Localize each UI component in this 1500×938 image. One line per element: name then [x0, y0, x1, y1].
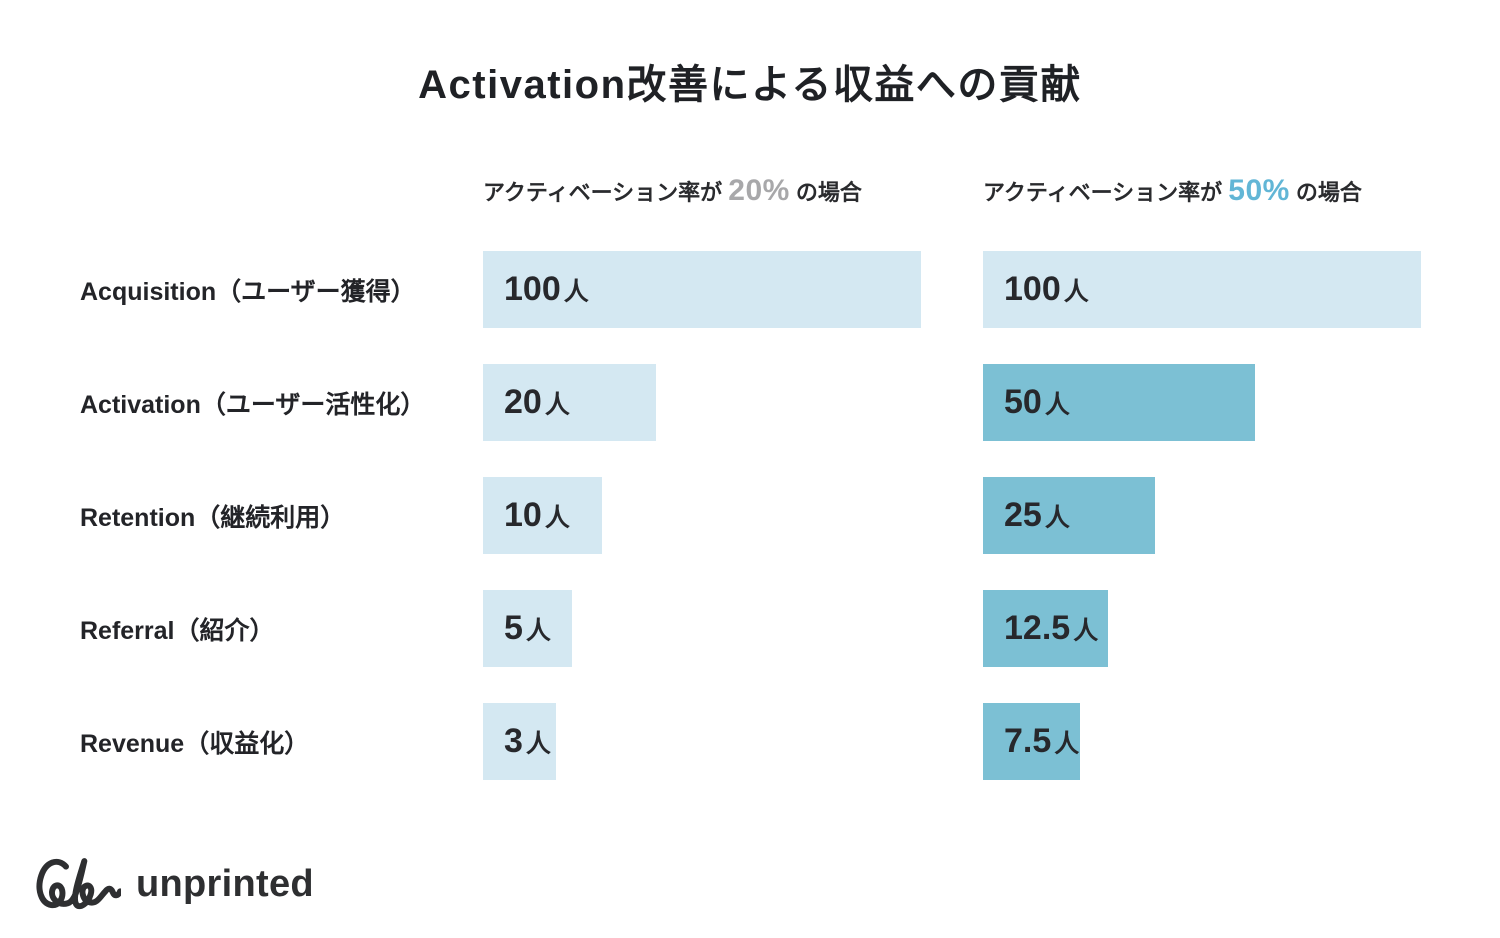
bar-area-50pct: 50 人 [983, 364, 1421, 441]
funnel-bar: 7.5 人 [983, 703, 1080, 780]
funnel-bar: 20 人 [483, 364, 656, 441]
column-header-20pct: アクティベーション率が 20% の場合 [483, 174, 921, 208]
bar-area-20pct: 20 人 [483, 364, 921, 441]
funnel-bar: 12.5 人 [983, 590, 1108, 667]
bar-unit: 人 [1063, 277, 1089, 306]
column-headers: アクティベーション率が 20% の場合 アクティベーション率が 50% の場合 [80, 174, 1421, 208]
page-title: Activation改善による収益への貢献 [418, 63, 1082, 107]
bar-unit: 人 [525, 616, 551, 645]
column-header-50pct: アクティベーション率が 50% の場合 [983, 174, 1421, 208]
bar-area-50pct: 100 人 [983, 251, 1421, 328]
header-50-rate: 50% [1228, 174, 1290, 207]
bar-value: 50 [1004, 383, 1042, 421]
header-20-suffix: の場合 [789, 180, 862, 205]
bar-unit: 人 [544, 503, 570, 532]
bar-area-20pct: 10 人 [483, 477, 921, 554]
logo-wordmark: unprinted [136, 862, 314, 905]
bar-value: 25 [1004, 496, 1042, 534]
bar-unit: 人 [563, 277, 589, 306]
bar-unit: 人 [525, 729, 551, 758]
funnel-row: Referral（紹介） 5 人 12.5 人 [80, 590, 1421, 667]
funnel-row: Revenue（収益化） 3 人 7.5 人 [80, 703, 1421, 780]
bar-value: 7.5 [1004, 722, 1052, 760]
bar-area-20pct: 100 人 [483, 251, 921, 328]
header-20-prefix: アクティベーション率が [483, 180, 729, 205]
funnel-row: Retention（継続利用） 10 人 25 人 [80, 477, 1421, 554]
row-label: Acquisition（ユーザー獲得） [80, 277, 416, 306]
funnel-bar: 10 人 [483, 477, 602, 554]
bar-unit: 人 [1044, 503, 1070, 532]
unprinted-logo: unprinted [33, 852, 314, 916]
bar-value: 12.5 [1004, 609, 1071, 647]
header-50-prefix: アクティベーション率が [983, 180, 1229, 205]
bar-area-50pct: 25 人 [983, 477, 1421, 554]
funnel-row: Acquisition（ユーザー獲得） 100 人 100 人 [80, 251, 1421, 328]
bar-value: 100 [1004, 270, 1061, 308]
header-20-rate: 20% [728, 174, 790, 207]
row-label: Referral（紹介） [80, 616, 275, 645]
funnel-bar: 100 人 [983, 251, 1421, 328]
bar-unit: 人 [544, 390, 570, 419]
row-label: Retention（継続利用） [80, 503, 346, 532]
funnel-bar: 100 人 [483, 251, 921, 328]
bar-area-50pct: 12.5 人 [983, 590, 1421, 667]
funnel-bar: 25 人 [983, 477, 1156, 554]
bar-value: 100 [504, 270, 561, 308]
row-label: Activation（ユーザー活性化） [80, 390, 426, 419]
bar-value: 10 [504, 496, 542, 534]
header-50-suffix: の場合 [1289, 180, 1362, 205]
bar-unit: 人 [1044, 390, 1070, 419]
row-label: Revenue（収益化） [80, 729, 310, 758]
squiggle-un-icon [33, 852, 121, 916]
funnel-chart: アクティベーション率が 20% の場合 アクティベーション率が 50% の場合 … [80, 174, 1421, 780]
bar-unit: 人 [1054, 729, 1080, 758]
funnel-rows: Acquisition（ユーザー獲得） 100 人 100 人 Activation（ユー… [80, 251, 1421, 780]
bar-unit: 人 [1073, 616, 1099, 645]
bar-value: 20 [504, 383, 542, 421]
bar-area-50pct: 7.5 人 [983, 703, 1421, 780]
bar-value: 3 [504, 722, 523, 760]
bar-value: 5 [504, 609, 523, 647]
funnel-row: Activation（ユーザー活性化） 20 人 50 人 [80, 364, 1421, 441]
funnel-bar: 50 人 [983, 364, 1255, 441]
